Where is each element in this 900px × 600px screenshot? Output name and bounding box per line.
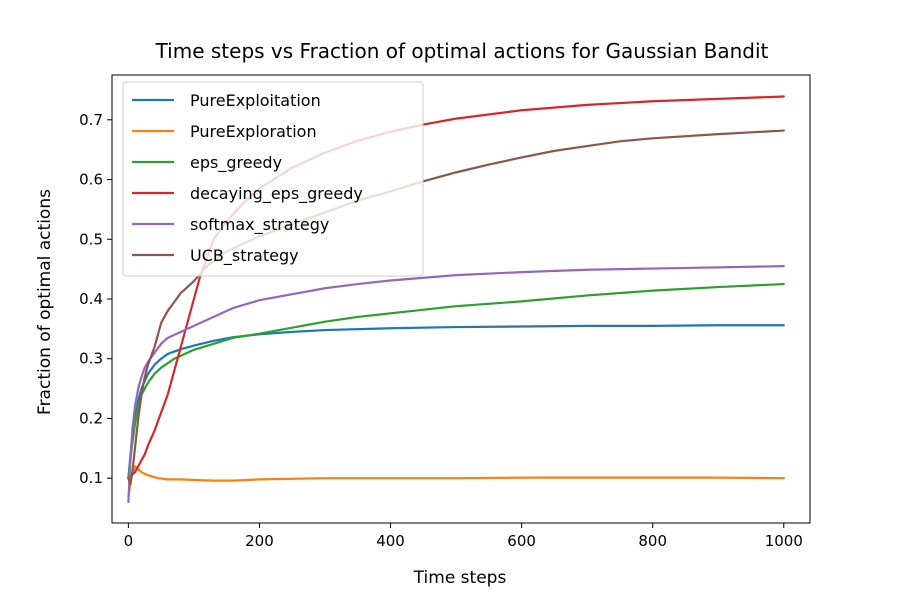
y-tick-label: 0.7 <box>79 111 103 129</box>
y-tick-label: 0.6 <box>79 171 103 189</box>
x-axis-ticks: 0 200 400 600 800 1000 <box>124 523 803 550</box>
y-tick-label: 0.2 <box>79 409 103 427</box>
x-tick-label: 400 <box>376 532 405 550</box>
legend-label: eps_greedy <box>190 153 282 173</box>
legend-items: PureExploitation PureExploration eps_greed… <box>132 91 363 266</box>
legend-label: PureExploration <box>190 122 317 141</box>
y-axis-ticks: 0.1 0.2 0.3 0.4 0.5 0.6 0.7 <box>79 111 112 487</box>
x-tick-label: 0 <box>124 532 134 550</box>
x-tick-label: 600 <box>507 532 536 550</box>
x-axis-label: Time steps <box>413 568 507 588</box>
y-tick-label: 0.3 <box>79 350 103 368</box>
series-line-pureexploitation <box>127 324 785 480</box>
y-tick-label: 0.1 <box>79 469 103 487</box>
legend-label: PureExploitation <box>190 91 321 110</box>
legend: PureExploitation PureExploration eps_greed… <box>122 81 424 277</box>
x-tick-label: 200 <box>245 532 274 550</box>
y-axis-label: Fraction of optimal actions <box>35 189 55 415</box>
chart-title: Time steps vs Fraction of optimal action… <box>155 39 769 63</box>
y-tick-label: 0.4 <box>79 290 103 308</box>
legend-label: UCB_strategy <box>190 246 299 266</box>
legend-label: decaying_eps_greedy <box>190 184 363 204</box>
x-tick-label: 800 <box>638 532 667 550</box>
x-tick-label: 1000 <box>765 532 803 550</box>
series-line-softmax-strategy <box>127 265 785 504</box>
legend-box <box>122 81 424 277</box>
y-tick-label: 0.5 <box>79 230 103 248</box>
legend-label: softmax_strategy <box>190 215 329 235</box>
